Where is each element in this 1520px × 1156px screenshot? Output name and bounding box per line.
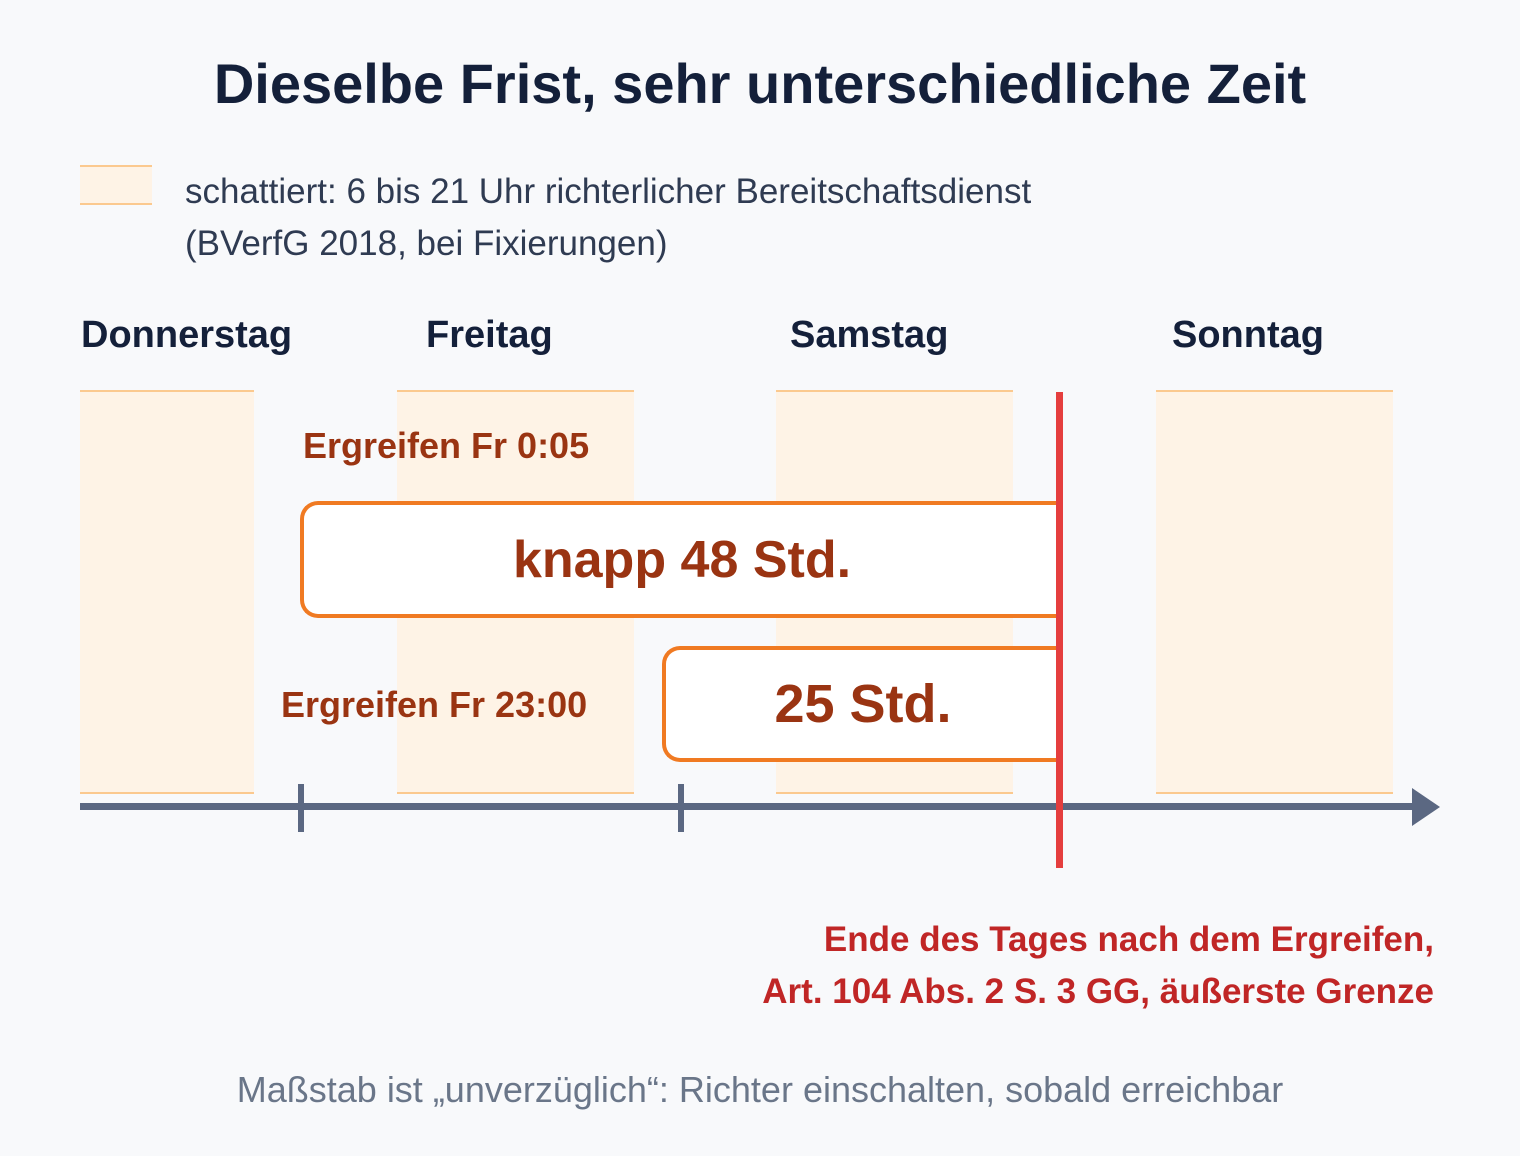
scenario-2-bar: 25 Std. xyxy=(662,646,1060,762)
legend-line-1: schattiert: 6 bis 21 Uhr richterlicher B… xyxy=(185,172,1032,211)
page-title: Dieselbe Frist, sehr unterschiedliche Ze… xyxy=(213,52,1307,115)
scenario-1-bar: knapp 48 Std. xyxy=(300,501,1060,618)
deadline-note-line-2: Art. 104 Abs. 2 S. 3 GG, äußerste Grenze xyxy=(762,972,1434,1011)
day-label-sonntag: Sonntag xyxy=(1172,314,1324,356)
shade-sonntag xyxy=(1156,390,1393,794)
scenario-1-duration: knapp 48 Std. xyxy=(512,530,852,589)
legend-text: schattiert: 6 bis 21 Uhr richterlicher B… xyxy=(185,166,1031,270)
axis-tick-friday-start xyxy=(298,784,304,832)
scenario-1-label: Ergreifen Fr 0:05 xyxy=(303,425,590,466)
deadline-line xyxy=(1056,392,1063,868)
footer-note: Maßstab ist „unverzüglich“: Richter eins… xyxy=(236,1069,1284,1110)
deadline-note-line-1: Ende des Tages nach dem Ergreifen, xyxy=(823,920,1434,959)
time-axis xyxy=(80,803,1420,810)
shade-donnerstag xyxy=(80,390,254,794)
day-label-samstag: Samstag xyxy=(790,314,949,356)
day-label-freitag: Freitag xyxy=(426,314,553,356)
scenario-2-label: Ergreifen Fr 23:00 xyxy=(281,684,588,725)
axis-arrow-icon xyxy=(1412,788,1440,826)
day-label-donnerstag: Donnerstag xyxy=(81,314,293,356)
legend-swatch xyxy=(80,165,152,205)
legend-line-2: (BVerfG 2018, bei Fixierungen) xyxy=(185,224,668,263)
deadline-note: Ende des Tages nach dem Ergreifen, Art. … xyxy=(762,914,1434,1018)
scenario-2-duration: 25 Std. xyxy=(774,674,952,734)
axis-tick-saturday-start xyxy=(678,784,684,832)
